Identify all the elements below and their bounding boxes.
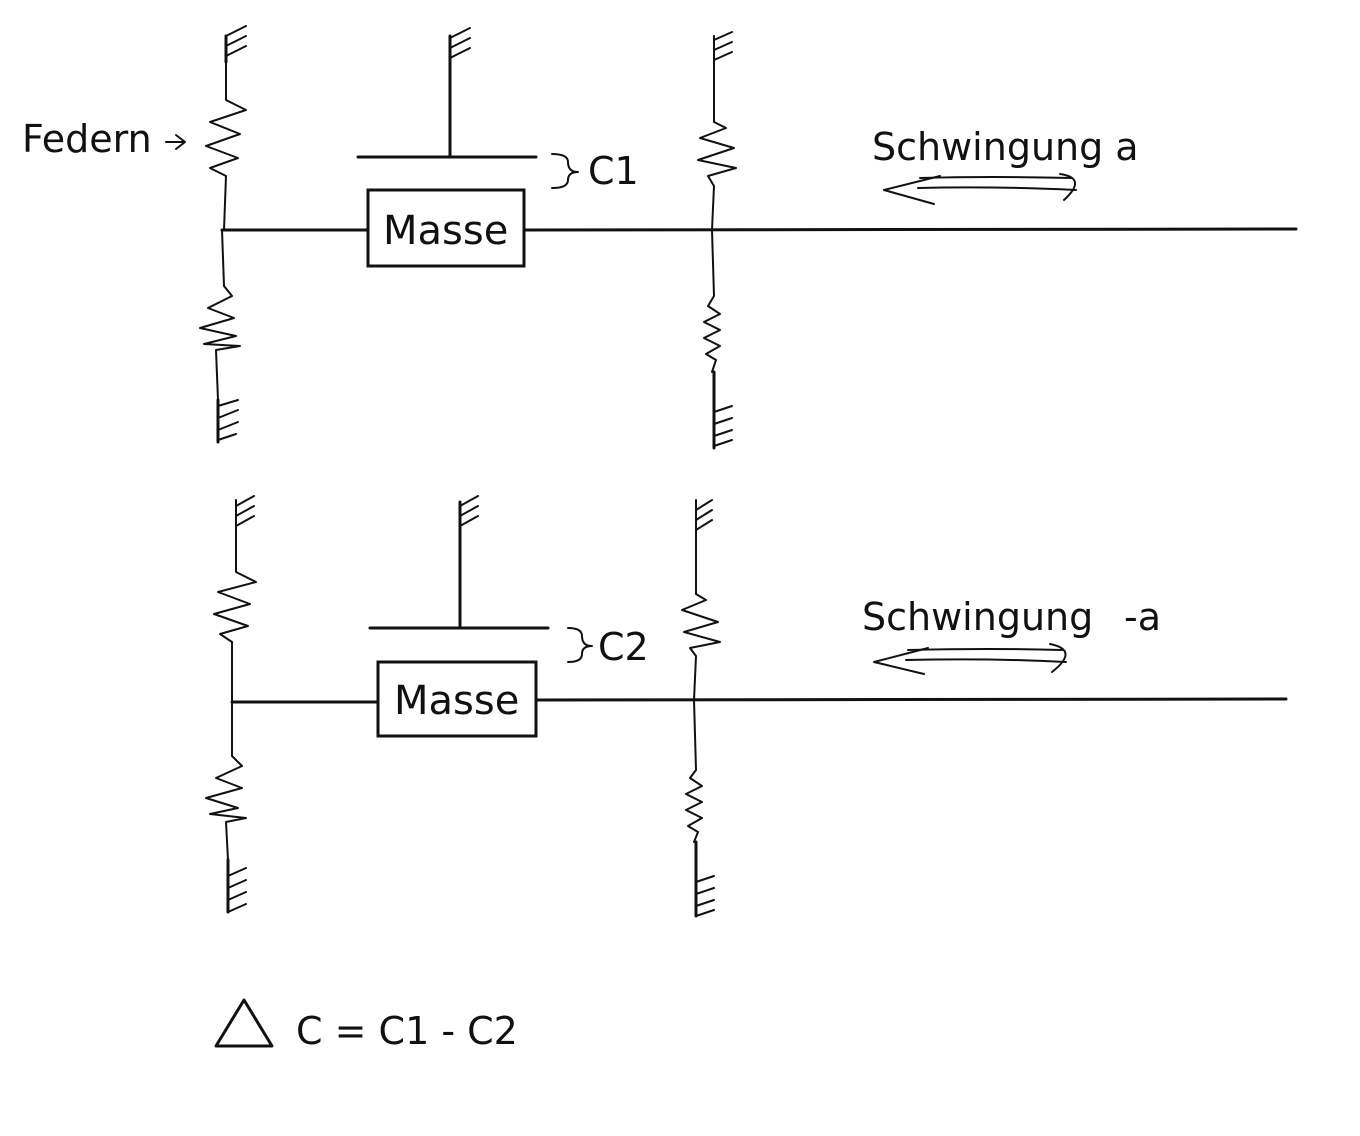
brace-icon xyxy=(551,153,579,189)
spring-right-lower xyxy=(685,699,703,843)
double-arrow-icon xyxy=(883,173,1077,205)
oscillation-label-top: Schwingung a xyxy=(872,125,1139,169)
ground-icon xyxy=(712,370,733,450)
mass-box-bottom xyxy=(376,660,538,738)
double-arrow-icon xyxy=(873,643,1067,675)
beam-top-right xyxy=(522,227,1298,232)
ground-icon xyxy=(449,27,471,59)
oscillation-label-bottom: Schwingung xyxy=(862,595,1093,639)
mass-box-top xyxy=(366,188,526,268)
oscillation-sign-bottom: -a xyxy=(1124,595,1161,639)
formula-text: C = C1 - C2 xyxy=(296,1009,518,1053)
ground-icon xyxy=(224,25,247,64)
ground-icon xyxy=(226,858,247,914)
mass-label-bottom: Masse xyxy=(394,678,519,724)
arrow-right-icon xyxy=(165,134,186,150)
brace-icon xyxy=(567,627,593,663)
mass-label-top: Masse xyxy=(383,208,508,254)
spring-right-lower xyxy=(703,229,721,373)
c1-label: C1 xyxy=(588,149,639,193)
spring-right-upper xyxy=(697,35,737,231)
spring-left-lower xyxy=(205,701,247,861)
spring-right-upper xyxy=(681,499,721,701)
bottom-system: Masse C2 Schwingung -a xyxy=(205,495,1288,918)
ground-icon xyxy=(459,495,479,527)
spring-left-upper xyxy=(205,61,247,231)
c2-label: C2 xyxy=(598,625,649,669)
ground-icon xyxy=(216,398,239,444)
formula: C = C1 - C2 xyxy=(214,998,518,1053)
ground-icon xyxy=(713,31,733,61)
top-system: Federn Masse C1 xyxy=(22,25,1298,450)
springs-label: Federn xyxy=(22,117,152,161)
spring-left-lower xyxy=(199,229,241,401)
spring-left-upper xyxy=(213,499,257,703)
ground-icon xyxy=(694,840,715,918)
ground-icon xyxy=(695,499,713,531)
delta-icon xyxy=(214,998,274,1048)
beam-bottom-right xyxy=(534,697,1288,702)
ground-icon xyxy=(235,495,255,527)
